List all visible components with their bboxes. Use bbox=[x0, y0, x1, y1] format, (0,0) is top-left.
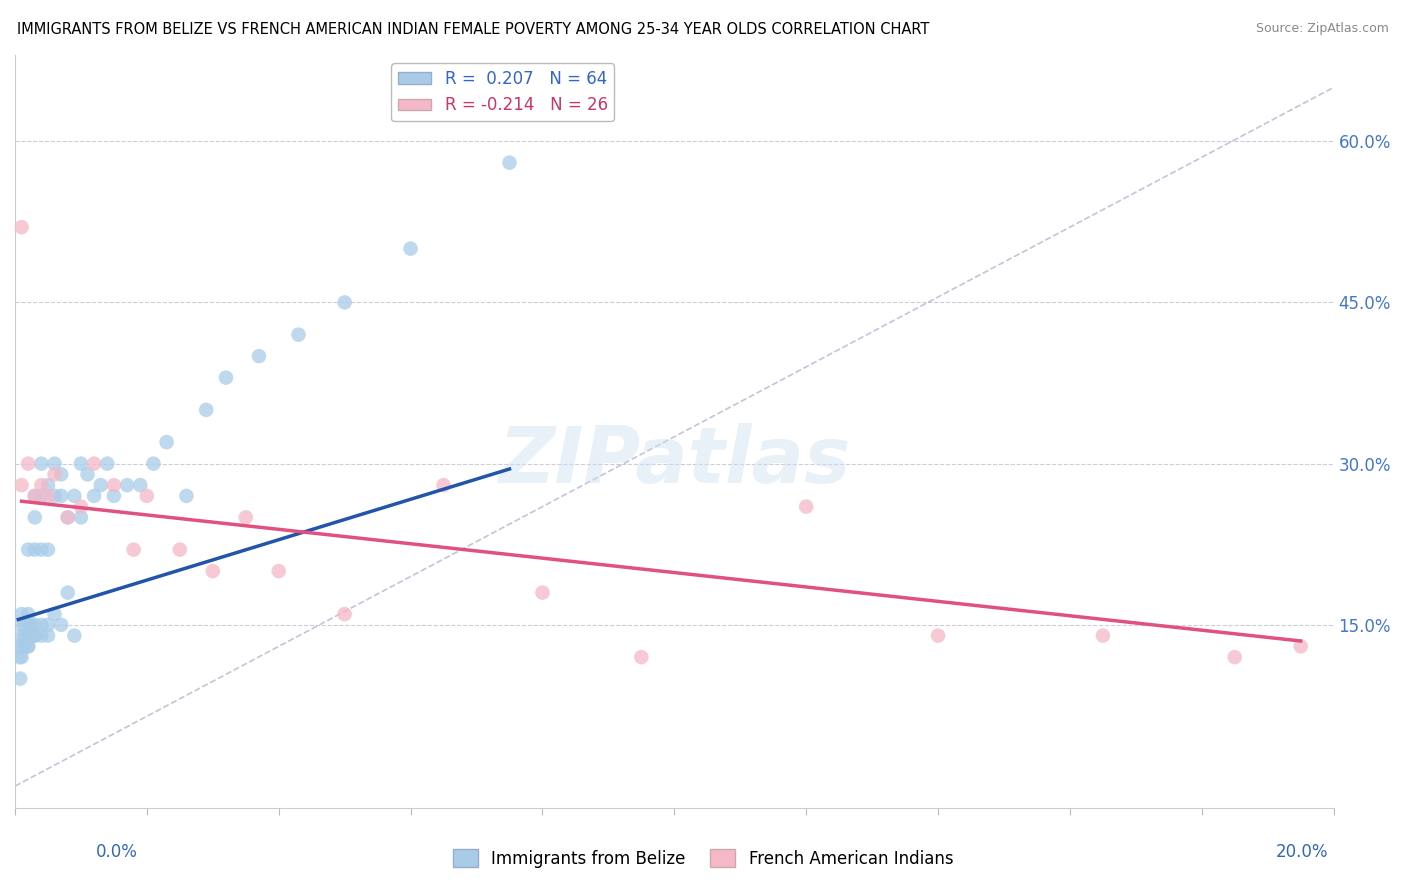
Point bbox=[115, 478, 138, 492]
Point bbox=[927, 629, 949, 643]
Point bbox=[169, 542, 191, 557]
Point bbox=[30, 457, 52, 471]
Point bbox=[17, 618, 39, 632]
Point bbox=[432, 478, 454, 492]
Point bbox=[76, 467, 98, 482]
Point bbox=[44, 457, 66, 471]
Point bbox=[1223, 650, 1246, 665]
Text: 0.0%: 0.0% bbox=[96, 843, 138, 861]
Point bbox=[17, 457, 39, 471]
Point bbox=[195, 403, 218, 417]
Point bbox=[56, 510, 79, 524]
Point bbox=[17, 542, 39, 557]
Point bbox=[103, 489, 125, 503]
Point bbox=[63, 489, 86, 503]
Text: Source: ZipAtlas.com: Source: ZipAtlas.com bbox=[1256, 22, 1389, 36]
Point bbox=[37, 478, 59, 492]
Legend: R =  0.207   N = 64, R = -0.214   N = 26: R = 0.207 N = 64, R = -0.214 N = 26 bbox=[391, 63, 614, 121]
Point bbox=[10, 607, 32, 621]
Point bbox=[24, 629, 46, 643]
Point bbox=[30, 542, 52, 557]
Point bbox=[235, 510, 257, 524]
Text: IMMIGRANTS FROM BELIZE VS FRENCH AMERICAN INDIAN FEMALE POVERTY AMONG 25-34 YEAR: IMMIGRANTS FROM BELIZE VS FRENCH AMERICA… bbox=[17, 22, 929, 37]
Legend: Immigrants from Belize, French American Indians: Immigrants from Belize, French American … bbox=[446, 843, 960, 874]
Point bbox=[49, 467, 72, 482]
Point bbox=[30, 629, 52, 643]
Point bbox=[44, 489, 66, 503]
Point bbox=[176, 489, 198, 503]
Point bbox=[10, 618, 32, 632]
Point bbox=[83, 489, 105, 503]
Point bbox=[10, 478, 32, 492]
Point bbox=[56, 510, 79, 524]
Point bbox=[531, 585, 554, 599]
Point bbox=[17, 629, 39, 643]
Point bbox=[215, 370, 238, 384]
Point bbox=[1289, 640, 1312, 654]
Point bbox=[20, 618, 42, 632]
Point bbox=[56, 585, 79, 599]
Point bbox=[14, 640, 37, 654]
Point bbox=[1091, 629, 1114, 643]
Point bbox=[24, 542, 46, 557]
Point bbox=[44, 467, 66, 482]
Point bbox=[7, 640, 30, 654]
Point bbox=[70, 510, 93, 524]
Point bbox=[630, 650, 652, 665]
Point bbox=[333, 607, 356, 621]
Point bbox=[63, 629, 86, 643]
Point bbox=[399, 242, 422, 256]
Point bbox=[37, 489, 59, 503]
Point bbox=[17, 629, 39, 643]
Point bbox=[135, 489, 157, 503]
Point bbox=[8, 672, 31, 686]
Text: ZIPatlas: ZIPatlas bbox=[498, 424, 851, 500]
Point bbox=[30, 618, 52, 632]
Point bbox=[70, 457, 93, 471]
Point bbox=[83, 457, 105, 471]
Point bbox=[24, 510, 46, 524]
Point bbox=[122, 542, 145, 557]
Point bbox=[17, 607, 39, 621]
Point bbox=[8, 650, 31, 665]
Point bbox=[156, 435, 179, 450]
Point bbox=[267, 564, 290, 578]
Point bbox=[30, 489, 52, 503]
Point bbox=[20, 629, 42, 643]
Point bbox=[14, 629, 37, 643]
Point bbox=[794, 500, 817, 514]
Point bbox=[201, 564, 224, 578]
Point bbox=[49, 618, 72, 632]
Point bbox=[96, 457, 118, 471]
Point bbox=[10, 629, 32, 643]
Point bbox=[44, 607, 66, 621]
Point bbox=[129, 478, 152, 492]
Text: 20.0%: 20.0% bbox=[1277, 843, 1329, 861]
Point bbox=[24, 489, 46, 503]
Point bbox=[287, 327, 309, 342]
Point bbox=[10, 650, 32, 665]
Point bbox=[24, 629, 46, 643]
Point bbox=[37, 618, 59, 632]
Point bbox=[10, 640, 32, 654]
Point bbox=[142, 457, 165, 471]
Point bbox=[14, 618, 37, 632]
Point bbox=[333, 295, 356, 310]
Point bbox=[90, 478, 112, 492]
Point bbox=[49, 489, 72, 503]
Point bbox=[30, 478, 52, 492]
Point bbox=[37, 542, 59, 557]
Point bbox=[17, 640, 39, 654]
Point bbox=[247, 349, 270, 363]
Point bbox=[10, 220, 32, 235]
Point bbox=[24, 489, 46, 503]
Point bbox=[24, 618, 46, 632]
Point bbox=[17, 640, 39, 654]
Point bbox=[498, 155, 520, 169]
Point bbox=[37, 629, 59, 643]
Point bbox=[70, 500, 93, 514]
Point bbox=[103, 478, 125, 492]
